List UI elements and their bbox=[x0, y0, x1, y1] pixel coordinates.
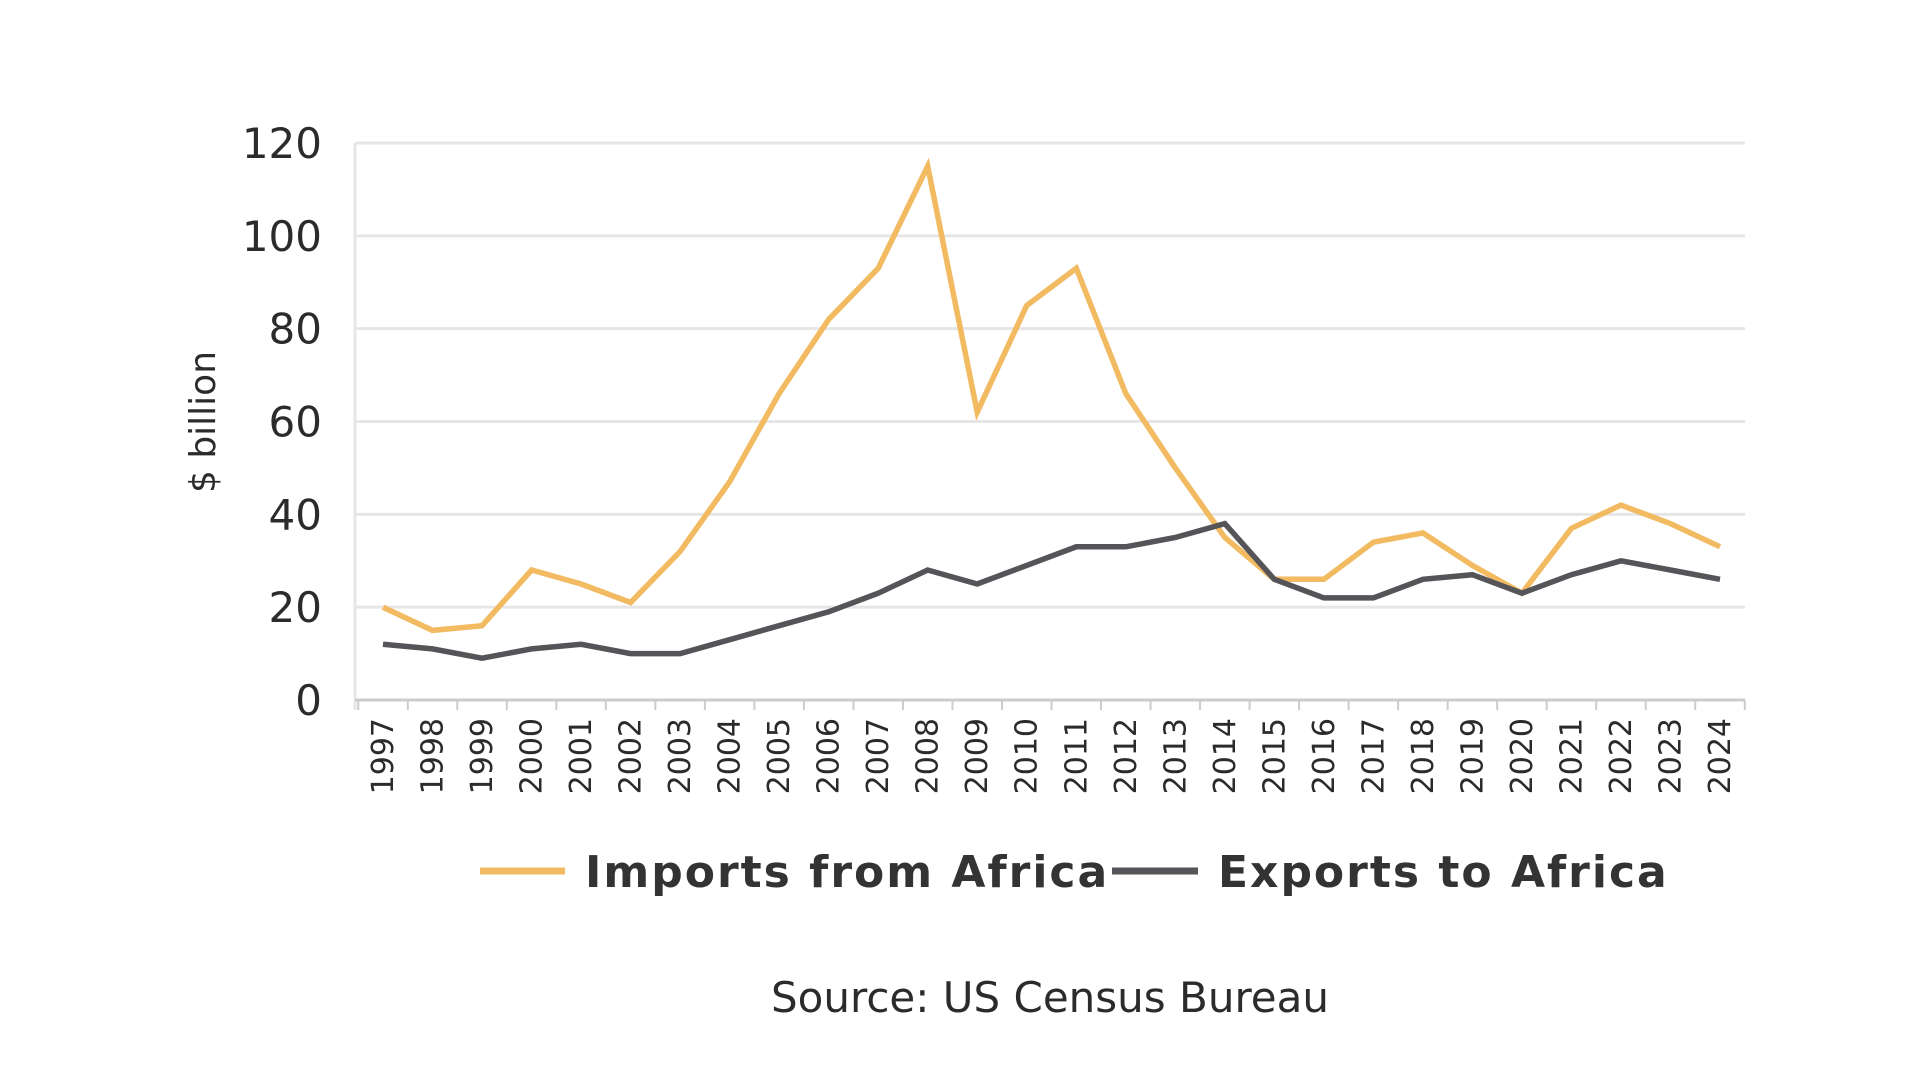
legend: Imports from Africa Exports to Africa bbox=[480, 847, 1669, 898]
x-tick-label-1999: 1999 bbox=[465, 718, 500, 794]
x-tick-label-2017: 2017 bbox=[1356, 718, 1391, 794]
x-tick-label-2003: 2003 bbox=[663, 718, 698, 794]
x-tick-label-2005: 2005 bbox=[762, 718, 797, 794]
x-tick-label-2008: 2008 bbox=[911, 718, 946, 794]
x-tick-label-2023: 2023 bbox=[1653, 718, 1688, 794]
x-tick-labels: 1997 1998 1999 2000 2001 2002 2003 2004 2005 2006… bbox=[366, 718, 1738, 794]
y-tick-label-80: 80 bbox=[269, 305, 322, 354]
x-tick-label-2009: 2009 bbox=[960, 718, 995, 794]
x-tick-label-2019: 2019 bbox=[1455, 718, 1490, 794]
x-tick-label-2013: 2013 bbox=[1158, 718, 1193, 794]
axes bbox=[353, 143, 1746, 710]
x-tick-label-2012: 2012 bbox=[1109, 718, 1144, 794]
y-tick-label-20: 20 bbox=[269, 583, 322, 632]
x-tick-label-2011: 2011 bbox=[1059, 718, 1094, 794]
x-tick-label-2022: 2022 bbox=[1604, 718, 1639, 794]
x-tick-label-2021: 2021 bbox=[1554, 718, 1589, 794]
series-lines bbox=[381, 157, 1722, 661]
series-line-imports bbox=[381, 157, 1722, 634]
x-tick-label-2004: 2004 bbox=[713, 718, 748, 794]
x-tick-label-2015: 2015 bbox=[1257, 718, 1292, 794]
x-tick-label-2014: 2014 bbox=[1208, 718, 1243, 794]
x-tick-label-2024: 2024 bbox=[1703, 718, 1738, 794]
x-tick-label-2006: 2006 bbox=[812, 718, 847, 794]
x-tick-label-2020: 2020 bbox=[1505, 718, 1540, 794]
legend-label-imports: Imports from Africa bbox=[585, 847, 1109, 898]
x-tick-label-2001: 2001 bbox=[564, 718, 599, 794]
y-tick-labels: 0 20 40 60 80 100 120 bbox=[242, 119, 322, 725]
y-tick-label-40: 40 bbox=[269, 490, 322, 539]
x-tick-label-2002: 2002 bbox=[614, 718, 649, 794]
x-tick-label-1998: 1998 bbox=[416, 718, 451, 794]
legend-label-exports: Exports to Africa bbox=[1218, 847, 1669, 898]
y-tick-label-60: 60 bbox=[269, 398, 322, 447]
x-tick-label-1997: 1997 bbox=[366, 718, 401, 794]
x-tick-label-2010: 2010 bbox=[1010, 718, 1045, 794]
x-tick-label-2000: 2000 bbox=[515, 718, 550, 794]
x-tick-label-2018: 2018 bbox=[1406, 718, 1441, 794]
x-tick-label-2016: 2016 bbox=[1307, 718, 1342, 794]
y-tick-label-0: 0 bbox=[295, 676, 322, 725]
gridlines bbox=[355, 141, 1745, 609]
series-line-exports bbox=[382, 520, 1721, 661]
source-note: Source: US Census Bureau bbox=[771, 973, 1329, 1022]
y-tick-label-120: 120 bbox=[242, 119, 322, 168]
x-tick-label-2007: 2007 bbox=[861, 718, 896, 794]
y-tick-label-100: 100 bbox=[242, 212, 322, 261]
y-axis-title: $ billion bbox=[183, 351, 224, 493]
